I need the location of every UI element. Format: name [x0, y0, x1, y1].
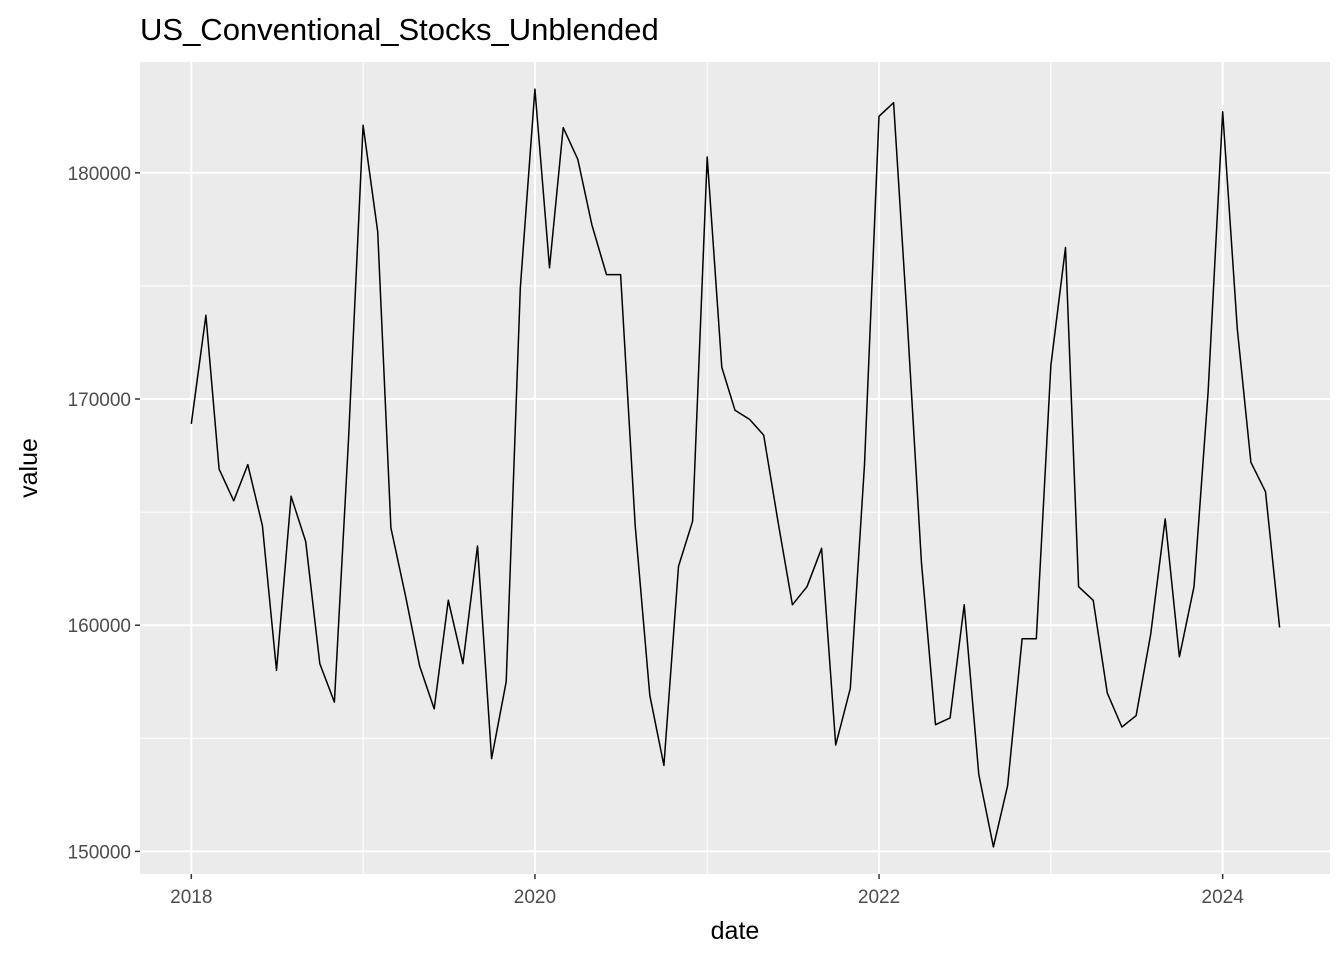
x-tick-label: 2022 [858, 887, 900, 908]
x-axis: 2018 2020 2022 2024 [170, 874, 1244, 908]
plot-panel [140, 62, 1330, 874]
major-gridlines [140, 62, 1330, 874]
y-tick-label: 170000 [68, 390, 131, 411]
y-axis: 150000 160000 170000 180000 [68, 164, 140, 863]
y-tick-label: 160000 [68, 616, 131, 637]
minor-gridlines [140, 62, 1330, 874]
x-axis-title: date [711, 917, 760, 945]
x-tick-label: 2020 [514, 887, 556, 908]
x-tick-label: 2024 [1202, 887, 1245, 908]
x-tick-label: 2018 [170, 887, 212, 908]
y-tick-label: 150000 [68, 842, 131, 863]
y-tick-label: 180000 [68, 164, 131, 185]
chart-title: US_Conventional_Stocks_Unblended [140, 12, 659, 47]
y-axis-title: value [15, 438, 43, 498]
series-line [190, 88, 1281, 848]
